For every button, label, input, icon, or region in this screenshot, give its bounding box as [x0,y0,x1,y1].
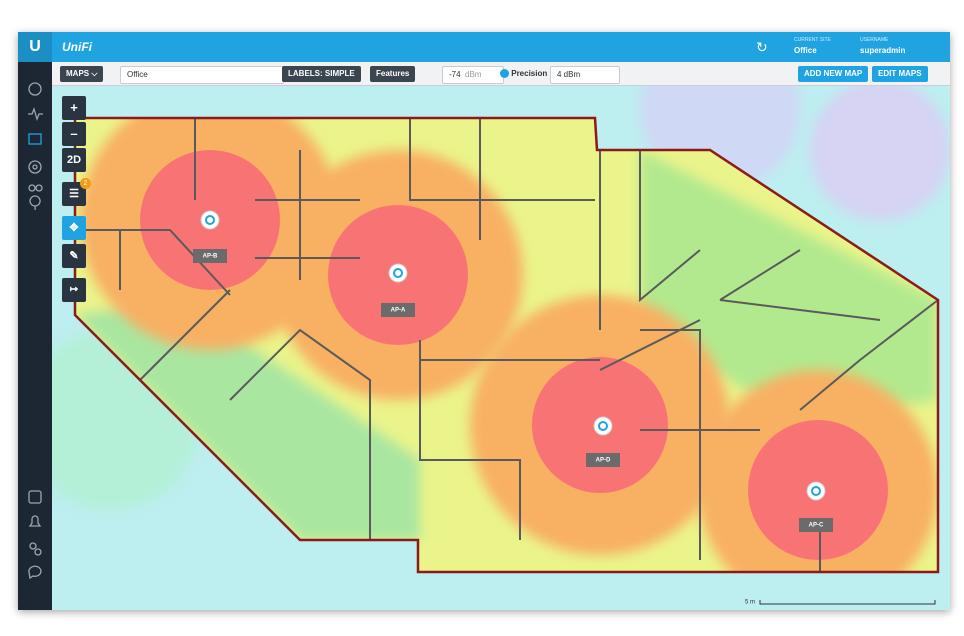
signal-unit: dBm [465,70,482,79]
username[interactable]: superadmin [860,46,906,55]
walls [75,118,939,572]
edit-maps-button[interactable]: EDIT MAPS [872,66,928,82]
measure-tool[interactable]: ↦ [62,278,86,302]
ap-label: AP-B [203,254,218,260]
ap-label: AP-D [596,458,611,464]
ap-label: AP-A [391,308,406,314]
username-label: USERNAME [860,37,889,43]
app-window: U UniFi ↻ CURRENT SITE Office USERNAME s… [18,32,950,610]
maps-button-text: MAPS [66,69,90,78]
signal-value: -74 [449,70,461,79]
move-tool[interactable]: ✥ [62,216,86,240]
access-point[interactable]: AP-C [799,481,833,532]
toolbar: MAPS ⌵ Office LABELS: SIMPLE Features -7… [52,62,950,86]
maps-button[interactable]: MAPS ⌵ [60,66,104,82]
site-selector[interactable]: Office [794,46,817,55]
zoom-out[interactable]: – [62,122,86,146]
precision: Precision [494,66,553,82]
top-bar: U UniFi ↻ CURRENT SITE Office USERNAME s… [18,32,950,62]
access-point[interactable]: AP-B [193,210,227,263]
logo-text: UniFi [62,40,92,54]
labels-button[interactable]: LABELS: SIMPLE [282,66,361,82]
access-point[interactable]: AP-D [586,416,620,467]
map-select[interactable]: Office [120,66,284,84]
access-point[interactable]: AP-A [381,263,415,317]
scale-label: 5 m [745,600,755,606]
logo-mark[interactable]: U [18,32,52,62]
map: AP-B AP-A AP-D AP-C 5 m [52,86,950,610]
precision-select[interactable]: 4 dBm [550,66,620,84]
sidebar [18,62,52,610]
zoom-in[interactable]: + [62,96,86,120]
site-label: CURRENT SITE [794,37,831,43]
scale-bar [759,600,936,605]
refresh-icon[interactable]: ↻ [756,39,768,55]
ap-label: AP-C [809,523,824,529]
badge: 2 [80,178,91,189]
precision-label: Precision [511,69,548,78]
add-map-button[interactable]: ADD NEW MAP [798,66,869,82]
draw-tool[interactable]: ✎ [62,244,86,268]
heat-zone [810,86,950,220]
view-mode[interactable]: 2D [62,148,86,172]
features-button[interactable]: Features [370,66,416,82]
sidebar-icons [28,82,43,580]
floor-outline [73,116,940,574]
